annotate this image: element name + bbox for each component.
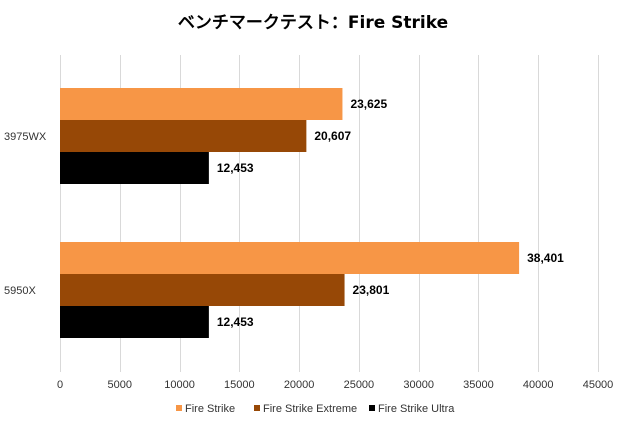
legend-swatch — [369, 405, 375, 411]
data-label: 20,607 — [314, 129, 351, 143]
x-tick-label: 5000 — [108, 379, 132, 391]
legend-label: Fire Strike — [185, 403, 235, 415]
bars — [60, 88, 520, 338]
x-tick-label: 0 — [57, 379, 63, 391]
bar — [60, 152, 209, 184]
bar — [60, 120, 307, 152]
x-tick-label: 30000 — [403, 379, 434, 391]
category-labels: 3975WX 5950X — [4, 131, 47, 297]
data-label: 23,625 — [350, 97, 387, 111]
category-label: 3975WX — [4, 131, 47, 143]
bar — [60, 274, 345, 306]
x-tick-label: 25000 — [344, 379, 375, 391]
data-label: 38,401 — [527, 251, 564, 265]
bar — [60, 242, 520, 274]
x-tick-label: 40000 — [523, 379, 554, 391]
chart-title: ベンチマークテスト：Fire Strike — [178, 13, 448, 33]
data-label: 12,453 — [217, 315, 254, 329]
x-axis-ticks: 0 5000 10000 15000 20000 25000 30000 35000 40000… — [57, 379, 613, 391]
category-label: 5950X — [4, 285, 36, 297]
data-label: 12,453 — [217, 161, 254, 175]
legend-swatch — [176, 405, 182, 411]
data-label: 23,801 — [353, 283, 390, 297]
x-tick-label: 15000 — [224, 379, 255, 391]
legend: Fire Strike Fire Strike Extreme Fire Strik… — [176, 403, 455, 415]
x-tick-label: 45000 — [583, 379, 614, 391]
legend-swatch — [254, 405, 260, 411]
x-tick-label: 35000 — [463, 379, 494, 391]
x-tick-label: 20000 — [284, 379, 315, 391]
data-labels: 23,625 20,607 12,453 38,401 23,801 12,453 — [217, 97, 564, 329]
legend-label: Fire Strike Extreme — [263, 403, 357, 415]
bar — [60, 306, 209, 338]
x-tick-label: 10000 — [164, 379, 195, 391]
legend-label: Fire Strike Ultra — [378, 403, 455, 415]
bar — [60, 88, 343, 120]
